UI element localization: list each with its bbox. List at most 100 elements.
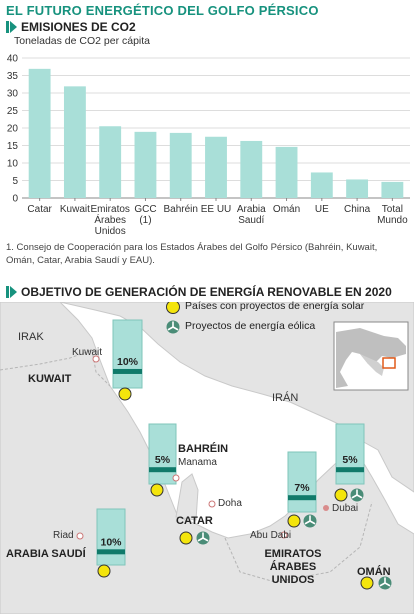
dubai-city-label: Dubai — [332, 503, 359, 514]
kuwait-city-label: Kuwait — [72, 347, 103, 358]
y-tick-label: 0 — [12, 194, 18, 205]
solar-icon — [97, 564, 111, 578]
bahrein-country-label: BAHRÉIN — [178, 443, 229, 455]
gulf-map: 10% 5% 10% 7% 5% — [0, 302, 414, 614]
emissions-heading: EMISIONES DE CO2 — [6, 20, 136, 34]
x-tick-label: Total — [382, 204, 403, 215]
target-bar — [288, 495, 316, 501]
bar — [169, 132, 192, 198]
target-box — [96, 508, 126, 566]
emiratos-line-1: EMIRATOS — [264, 548, 322, 560]
y-tick-label: 10 — [7, 159, 19, 170]
target-bar — [336, 467, 364, 473]
legend-solar: Países con proyectos de energía solar — [164, 299, 364, 312]
wind-turbine-icon — [350, 488, 364, 502]
kuwait-country-label: KUWAIT — [28, 373, 72, 385]
legend-wind: Proyectos de energía eólica — [164, 319, 315, 332]
emiratos-line-2: ÁRABES — [269, 561, 317, 573]
emissions-heading-text: EMISIONES DE CO2 — [21, 20, 136, 34]
x-tick-label: Catar — [27, 204, 52, 215]
y-tick-label: 30 — [7, 89, 19, 100]
x-tick-label: Arabia — [237, 204, 266, 215]
wind-turbine-icon — [378, 576, 392, 590]
solar-icon — [179, 531, 193, 545]
bar — [310, 172, 333, 198]
solar-icon — [360, 576, 374, 590]
renewables-heading-text: OBJETIVO DE GENERACIÓN DE ENERGÍA RENOVA… — [21, 285, 392, 299]
target-box — [287, 451, 317, 513]
target-box — [112, 319, 143, 389]
x-tick-label: Emiratos — [90, 204, 129, 215]
x-tick-label: UE — [315, 204, 329, 215]
x-tick-label: Kuwait — [60, 204, 90, 215]
page-title: EL FUTURO ENERGÉTICO DEL GOLFO PÉRSICO — [6, 3, 319, 18]
target-bar — [113, 368, 142, 374]
bar — [28, 68, 51, 198]
y-tick-label: 15 — [7, 141, 19, 152]
bar — [240, 140, 263, 198]
irak-label: IRAK — [18, 331, 44, 343]
solar-icon — [287, 514, 301, 528]
abudabi-city-label: Abu Dabi — [250, 530, 292, 541]
iran-label: IRÁN — [272, 392, 299, 404]
bar — [205, 136, 227, 198]
qatar-peninsula — [175, 473, 199, 521]
arabia-country-label: ARABIA SAUDÍ — [6, 548, 86, 560]
manama-city-label: Manama — [178, 457, 217, 468]
footnote: 1. Consejo de Cooperación para los Estad… — [6, 242, 378, 266]
abudabi-city-marker — [280, 531, 288, 539]
y-axis-label: Toneladas de CO2 per cápita — [14, 35, 150, 47]
wind-turbine-icon — [196, 531, 210, 545]
bar — [63, 86, 86, 198]
solar-legend-icon — [166, 302, 180, 314]
x-tick-label: (1) — [139, 215, 151, 226]
target-box — [335, 423, 365, 485]
y-tick-label: 25 — [7, 106, 19, 117]
x-tick-label: Omán — [273, 204, 300, 215]
x-tick-label: Unidos — [95, 226, 126, 237]
locator-inset — [333, 321, 409, 391]
target-percent-label: 5% — [155, 454, 171, 466]
riad-city-marker — [76, 532, 84, 540]
target-percent-label: 10% — [117, 356, 139, 368]
bar — [134, 131, 157, 198]
emiratos-line-3: UNIDOS — [271, 574, 315, 586]
triangle-icon — [10, 21, 17, 33]
doha-city-marker — [208, 500, 216, 508]
x-tick-label: GCC — [134, 204, 156, 215]
x-tick-label: Saudí — [238, 215, 264, 226]
target-percent-label: 7% — [294, 482, 310, 494]
legend-solar-label: Países con proyectos de energía solar — [185, 300, 365, 312]
x-tick-label: China — [344, 204, 371, 215]
co2-bar-chart: Toneladas de CO2 per cápita 0 5 10 15 20 25 30… — [7, 35, 410, 237]
manama-city-marker — [172, 474, 180, 482]
bar — [381, 181, 404, 198]
riad-city-label: Riad — [53, 530, 74, 541]
kuwait-city-marker — [92, 355, 100, 363]
catar-country-label: CATAR — [176, 515, 213, 527]
emiratos-country-label: EMIRATOS ÁRABES UNIDOS — [258, 548, 328, 587]
wind-turbine-icon — [303, 514, 317, 528]
wind-legend-icon — [166, 320, 180, 334]
x-tick-label: Árabes — [94, 213, 126, 226]
target-bar — [97, 549, 125, 555]
bar — [346, 179, 369, 198]
solar-icon — [334, 488, 348, 502]
bar — [99, 126, 122, 198]
oman-country-label: OMÁN — [357, 566, 391, 578]
x-tick-label: EE UU — [201, 204, 232, 215]
solar-icon — [118, 387, 132, 401]
solar-icon — [150, 483, 164, 497]
x-tick-label: Bahréin — [163, 204, 197, 215]
locator-highlight — [382, 357, 396, 369]
bar — [275, 146, 298, 198]
target-percent-label: 5% — [342, 454, 358, 466]
doha-city-label: Doha — [218, 498, 242, 509]
y-tick-label: 35 — [7, 71, 19, 82]
y-tick-label: 40 — [7, 54, 19, 65]
x-tick-label: Mundo — [377, 215, 408, 226]
dubai-city-marker — [323, 505, 329, 511]
legend-wind-label: Proyectos de energía eólica — [185, 320, 316, 332]
target-box — [148, 423, 177, 485]
y-tick-label: 20 — [7, 124, 19, 135]
